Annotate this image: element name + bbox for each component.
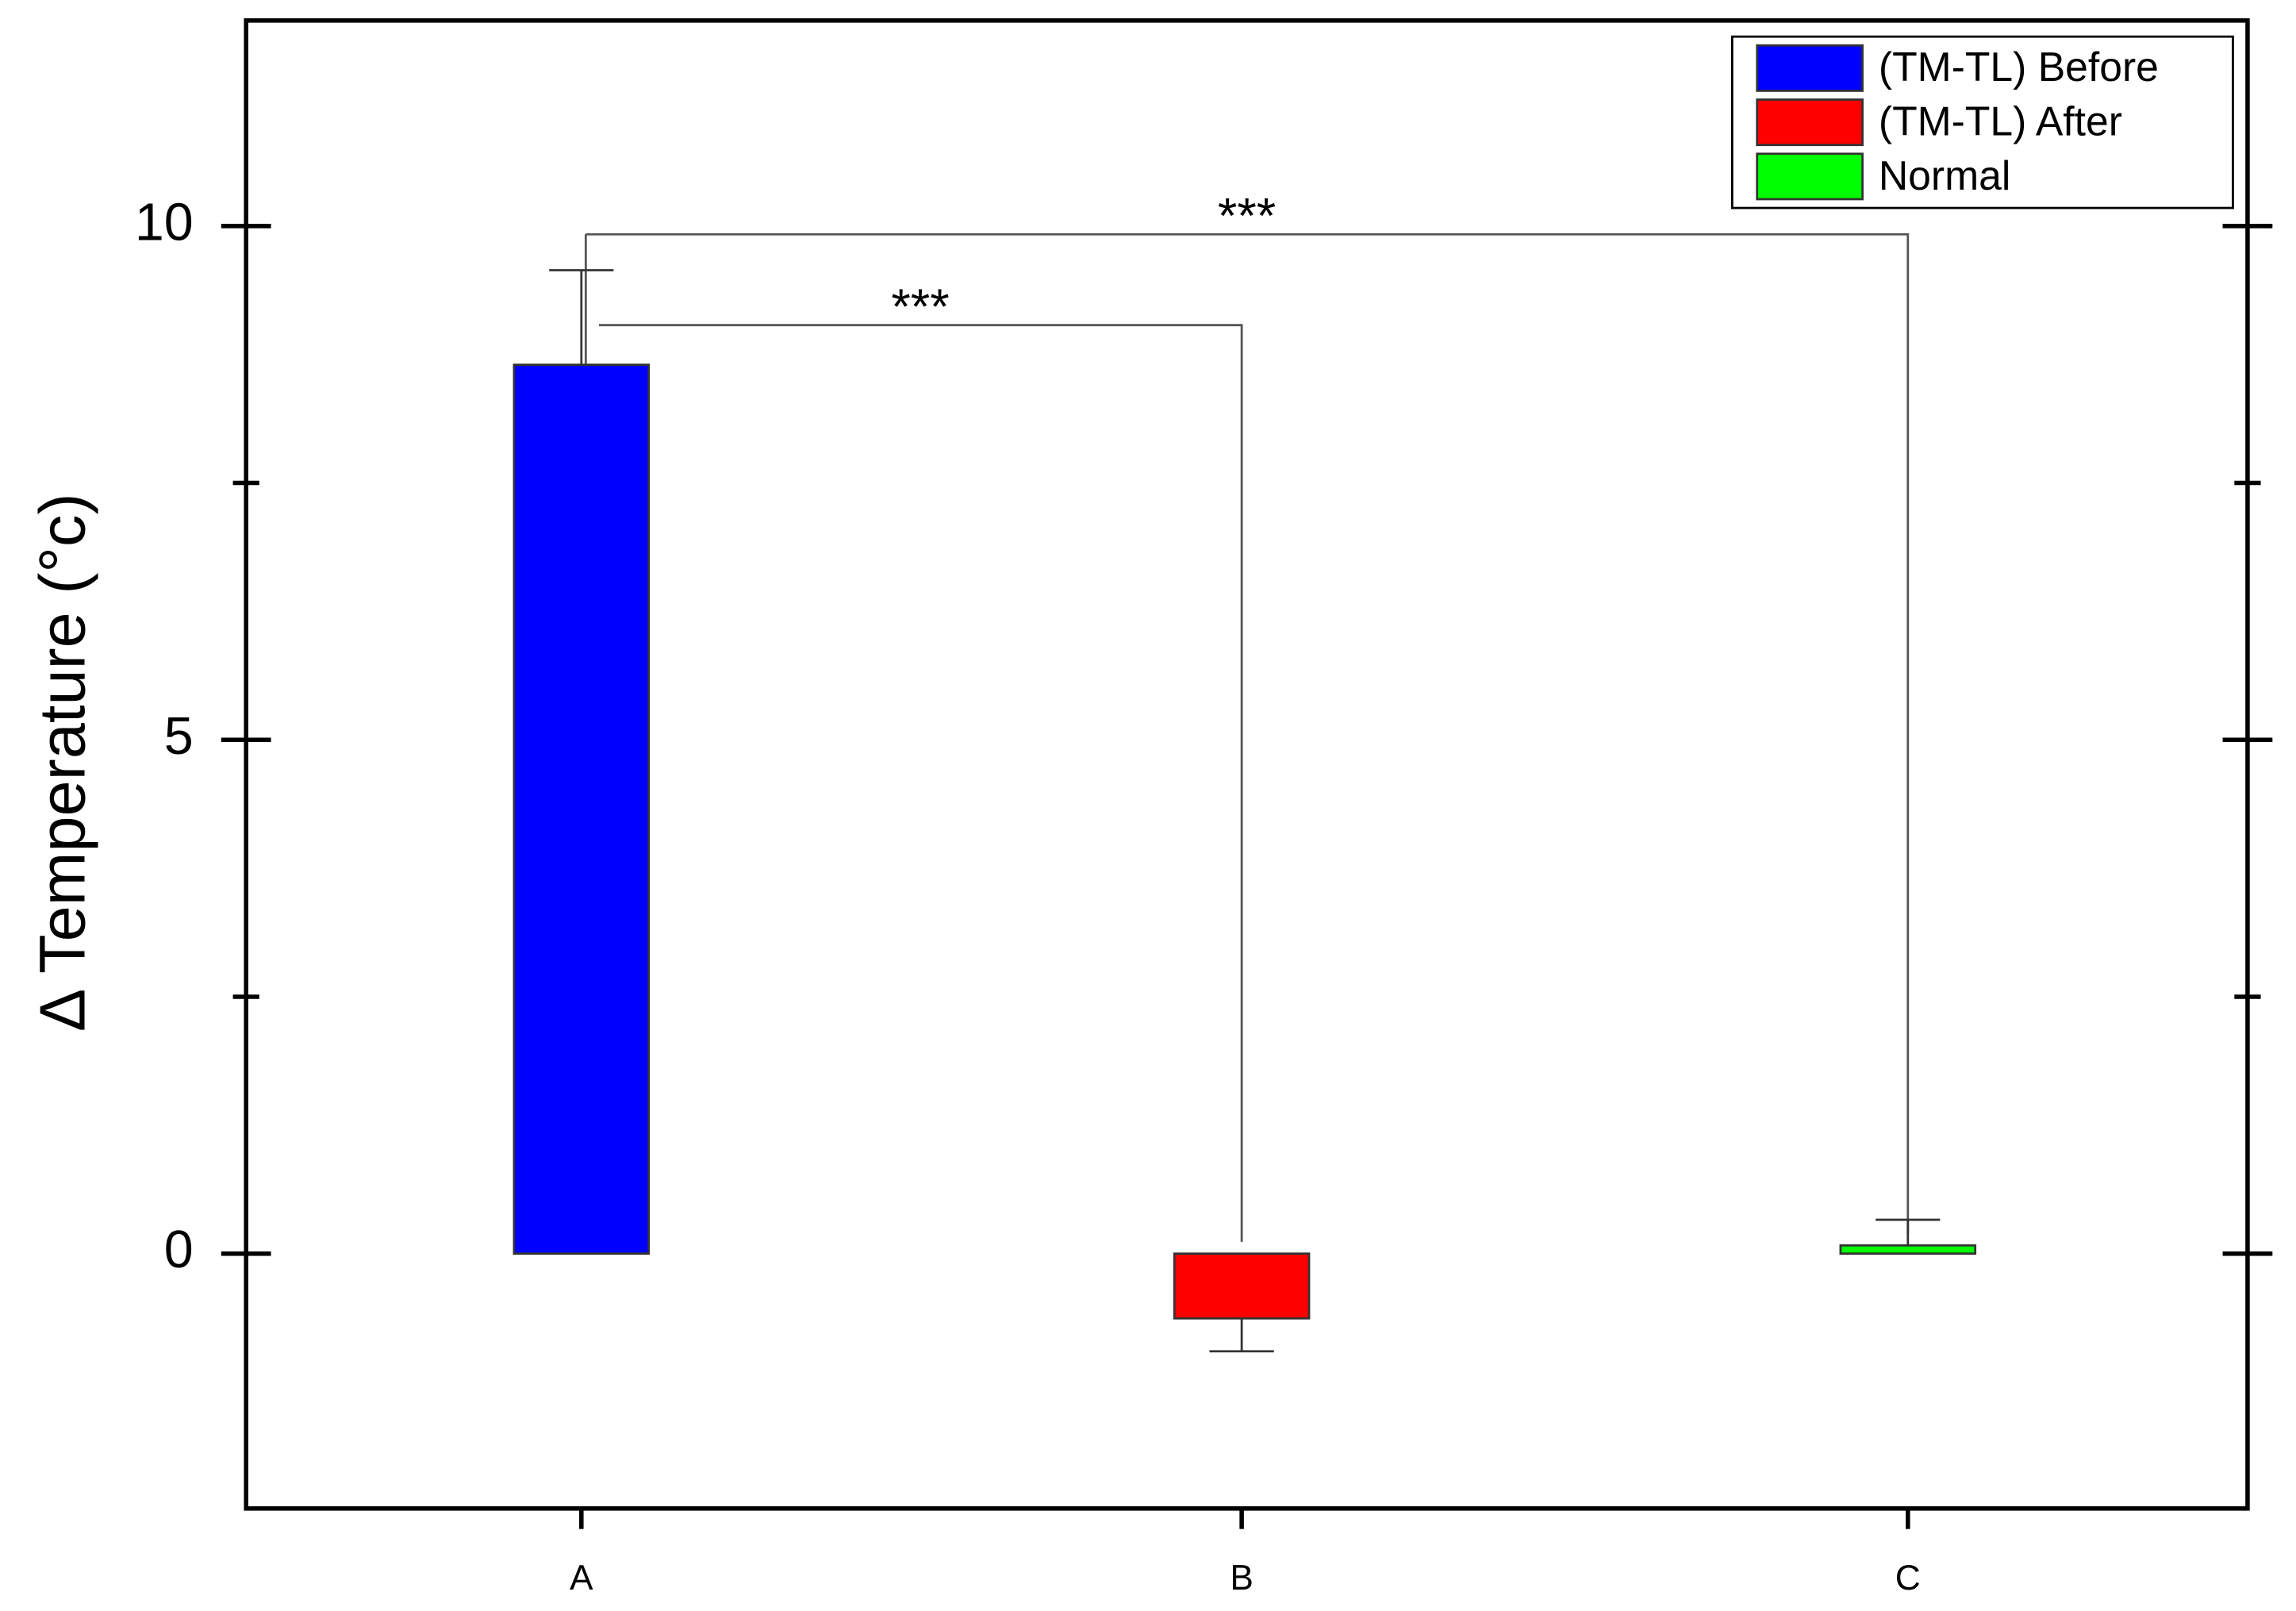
bar bbox=[513, 363, 651, 1255]
bar bbox=[1839, 1244, 1977, 1255]
x-tick-label: C bbox=[1895, 1559, 1921, 1598]
error-bar bbox=[1876, 1218, 1941, 1246]
bar bbox=[1173, 1252, 1311, 1320]
legend-label: (TM-TL) After bbox=[1879, 98, 2122, 144]
legend-label: Normal bbox=[1879, 152, 2010, 198]
significance-bracket bbox=[598, 324, 1243, 1242]
y-axis-label: ∆ Temperature (°c) bbox=[27, 494, 99, 1030]
y-tick-label: 0 bbox=[164, 1221, 194, 1279]
legend-swatch bbox=[1756, 44, 1864, 92]
significance-bracket bbox=[586, 233, 1910, 1234]
error-bar bbox=[549, 269, 614, 365]
significance-label: *** bbox=[891, 279, 949, 335]
legend-swatch bbox=[1756, 152, 1864, 201]
legend-label: (TM-TL) Before bbox=[1879, 44, 2159, 90]
y-tick-label: 10 bbox=[135, 193, 194, 252]
error-bar bbox=[1209, 1318, 1274, 1353]
legend-swatch bbox=[1756, 98, 1864, 147]
y-tick-label: 5 bbox=[164, 707, 194, 766]
significance-label: *** bbox=[1218, 188, 1276, 244]
plot-frame bbox=[244, 18, 2250, 1511]
x-tick-label: B bbox=[1230, 1559, 1254, 1598]
x-tick-label: A bbox=[570, 1559, 593, 1598]
